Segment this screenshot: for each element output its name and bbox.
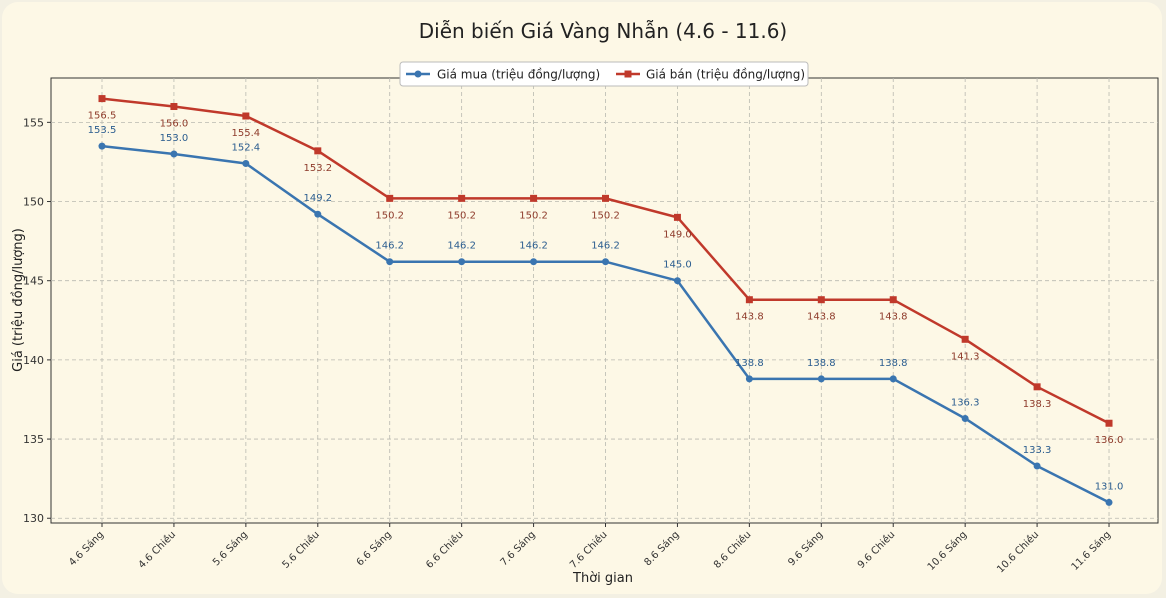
data-label-buy: 146.2	[447, 241, 476, 252]
data-label-buy: 138.8	[807, 358, 836, 369]
data-point-sell	[602, 194, 610, 202]
x-tick-label: 5.6 Chiều	[280, 529, 322, 571]
data-point-buy	[673, 277, 681, 285]
grid	[51, 78, 1158, 523]
data-point-buy	[1105, 498, 1113, 506]
x-tick-label: 8.6 Sáng	[642, 529, 682, 569]
data-point-sell	[530, 194, 538, 202]
data-point-sell	[673, 213, 681, 221]
data-label-sell: 156.0	[160, 119, 189, 130]
x-tick-label: 10.6 Sáng	[925, 529, 969, 573]
data-label-sell: 150.2	[591, 210, 620, 221]
data-label-buy: 136.3	[951, 397, 980, 408]
y-tick-label: 155	[23, 116, 44, 129]
data-point-sell	[817, 296, 825, 304]
x-tick-label: 9.6 Sáng	[786, 529, 826, 569]
legend-label-sell: Giá bán (triệu đồng/lượng)	[646, 68, 805, 82]
data-label-buy: 146.2	[519, 241, 548, 252]
y-tick-label: 135	[23, 433, 44, 446]
y-tick-label: 130	[23, 512, 44, 525]
data-point-sell	[98, 95, 106, 103]
y-axis: 130 135 140 145 150 155	[23, 116, 51, 525]
x-axis: 4.6 Sáng 4.6 Chiều 5.6 Sáng 5.6 Chiều 6.6 Sá…	[66, 523, 1113, 575]
x-tick-label: 6.6 Chiều	[424, 529, 466, 571]
data-point-sell	[889, 296, 897, 304]
y-tick-label: 145	[23, 275, 44, 288]
data-label-buy: 138.8	[735, 358, 764, 369]
plot-area	[50, 77, 1159, 524]
data-label-sell: 149.0	[663, 229, 692, 240]
data-label-sell: 150.2	[375, 210, 404, 221]
legend: Giá mua (triệu đồng/lượng) Giá bán (triệ…	[399, 61, 809, 87]
y-tick-label: 150	[23, 196, 44, 209]
data-label-sell: 155.4	[232, 128, 261, 139]
x-tick-label: 9.6 Chiều	[855, 529, 897, 571]
data-label-sell: 143.8	[735, 312, 764, 323]
data-point-buy	[170, 150, 178, 158]
data-label-sell: 141.3	[951, 351, 980, 362]
series-group	[98, 95, 1113, 506]
data-label-buy: 146.2	[591, 241, 620, 252]
data-point-buy	[602, 258, 610, 266]
x-axis-label: Thời gian	[572, 571, 633, 586]
data-point-buy	[530, 258, 538, 266]
data-point-sell	[961, 335, 969, 343]
data-label-buy: 138.8	[879, 358, 908, 369]
data-point-sell	[745, 296, 753, 304]
data-point-buy	[817, 375, 825, 383]
data-point-sell	[242, 112, 250, 120]
x-tick-label: 8.6 Chiều	[711, 529, 753, 571]
y-tick-label: 140	[23, 354, 44, 367]
data-label-buy: 153.0	[160, 133, 189, 144]
data-label-sell: 150.2	[519, 210, 548, 221]
x-tick-label: 4.6 Sáng	[66, 529, 106, 569]
data-label-sell: 136.0	[1095, 435, 1124, 446]
legend-box	[399, 61, 809, 87]
data-point-sell	[1033, 383, 1041, 391]
data-label-sell: 143.8	[879, 312, 908, 323]
data-point-buy	[386, 258, 394, 266]
data-point-buy	[242, 160, 250, 168]
data-point-sell	[1105, 419, 1113, 427]
data-point-buy	[98, 142, 106, 150]
data-label-buy: 149.2	[303, 193, 332, 204]
x-tick-label: 11.6 Sáng	[1069, 529, 1113, 573]
data-label-buy: 133.3	[1023, 445, 1052, 456]
x-tick-label: 6.6 Sáng	[354, 529, 394, 569]
data-point-buy	[314, 210, 322, 218]
x-tick-label: 7.6 Sáng	[498, 529, 538, 569]
data-point-sell	[386, 194, 394, 202]
data-point-sell	[458, 194, 466, 202]
data-label-sell: 150.2	[447, 210, 476, 221]
x-tick-label: 7.6 Chiều	[567, 529, 609, 571]
legend-label-buy: Giá mua (triệu đồng/lượng)	[437, 68, 600, 82]
data-point-buy	[745, 375, 753, 383]
data-point-sell	[314, 147, 322, 155]
data-label-buy: 146.2	[375, 241, 404, 252]
x-tick-label: 4.6 Chiều	[136, 529, 178, 571]
data-label-buy: 131.0	[1095, 481, 1124, 492]
y-axis-label: Giá (triệu đồng/lượng)	[11, 228, 26, 372]
data-point-buy	[458, 258, 466, 266]
data-point-buy	[1033, 462, 1041, 470]
chart-title: Diễn biến Giá Vàng Nhẫn (4.6 - 11.6)	[419, 19, 787, 43]
legend-marker-buy	[414, 70, 422, 78]
data-label-sell: 143.8	[807, 312, 836, 323]
data-point-buy	[889, 375, 897, 383]
data-label-buy: 153.5	[88, 125, 117, 136]
data-point-buy	[961, 414, 969, 422]
data-label-sell: 153.2	[303, 163, 332, 174]
data-label-sell: 138.3	[1023, 399, 1052, 410]
x-tick-label: 5.6 Sáng	[210, 529, 250, 569]
data-label-sell: 156.5	[88, 111, 117, 122]
data-label-buy: 152.4	[232, 143, 261, 154]
data-label-buy: 145.0	[663, 260, 692, 271]
x-tick-label: 10.6 Chiều	[995, 529, 1042, 576]
legend-marker-sell	[624, 70, 632, 78]
data-point-sell	[170, 103, 178, 111]
data-labels: 153.5 153.0 152.4 149.2 146.2 146.2 146.2 146.2…	[88, 111, 1124, 493]
